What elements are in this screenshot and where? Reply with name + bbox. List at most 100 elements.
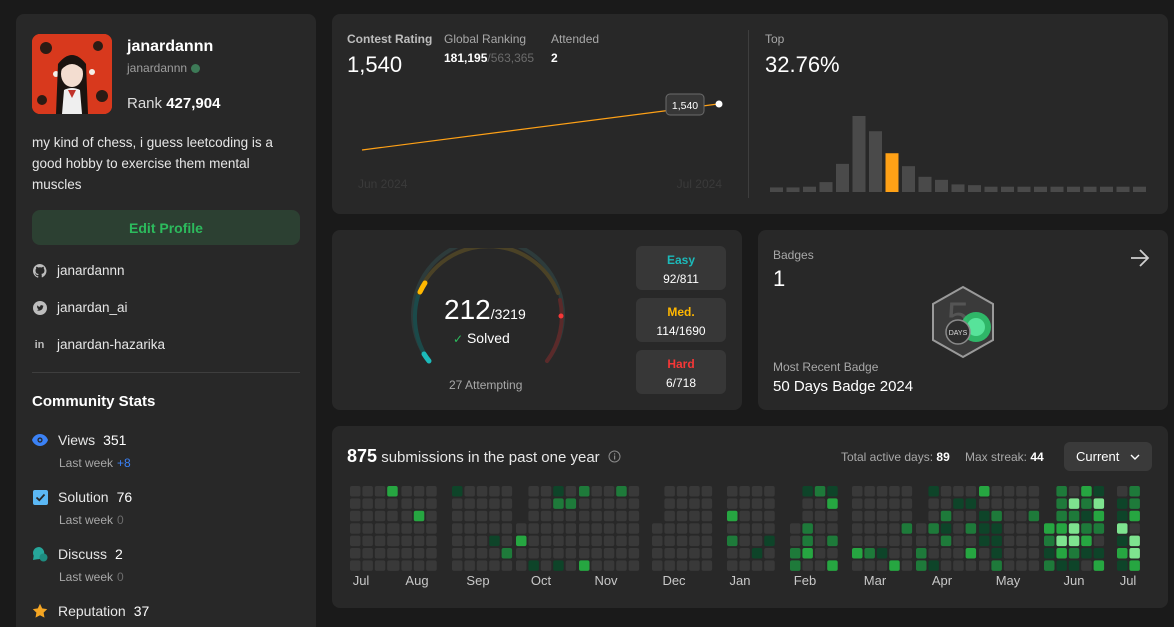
heatmap-cell[interactable]: [901, 498, 913, 509]
heatmap-cell[interactable]: [591, 523, 602, 534]
heatmap-cell[interactable]: [1068, 486, 1080, 497]
heatmap-cell[interactable]: [350, 560, 361, 571]
heatmap-cell[interactable]: [374, 535, 386, 547]
heatmap-cell[interactable]: [814, 498, 826, 509]
heatmap-cell[interactable]: [676, 486, 688, 497]
heatmap-cell[interactable]: [1081, 498, 1092, 509]
heatmap-cell[interactable]: [489, 548, 500, 559]
heatmap-cell[interactable]: [501, 510, 513, 522]
heatmap-cell[interactable]: [579, 560, 590, 571]
heatmap-cell[interactable]: [1028, 486, 1040, 497]
difficulty-medium[interactable]: Med. 114/1690: [636, 298, 726, 342]
heatmap-cell[interactable]: [616, 498, 627, 509]
heatmap-cell[interactable]: [553, 535, 564, 547]
heatmap-cell[interactable]: [876, 510, 888, 522]
heatmap-cell[interactable]: [701, 548, 713, 559]
heatmap-cell[interactable]: [940, 560, 952, 571]
heatmap-cell[interactable]: [1044, 548, 1055, 559]
heatmap-cell[interactable]: [928, 486, 939, 497]
heatmap-cell[interactable]: [374, 486, 386, 497]
histogram-bar[interactable]: [1034, 186, 1047, 192]
heatmap-cell[interactable]: [889, 498, 900, 509]
heatmap-cell[interactable]: [864, 510, 875, 522]
heatmap-cell[interactable]: [764, 523, 775, 534]
heatmap-cell[interactable]: [1129, 560, 1140, 571]
heatmap-cell[interactable]: [401, 535, 412, 547]
heatmap-cell[interactable]: [664, 535, 675, 547]
heatmap-cell[interactable]: [579, 535, 590, 547]
heatmap-cell[interactable]: [664, 548, 675, 559]
heatmap-cell[interactable]: [1117, 498, 1128, 509]
heatmap-cell[interactable]: [540, 535, 552, 547]
heatmap-cell[interactable]: [916, 535, 927, 547]
heatmap-cell[interactable]: [876, 486, 888, 497]
heatmap-cell[interactable]: [501, 548, 513, 559]
heatmap-cell[interactable]: [991, 535, 1002, 547]
heatmap-cell[interactable]: [889, 510, 900, 522]
rating-point[interactable]: [715, 100, 723, 108]
heatmap-cell[interactable]: [591, 498, 602, 509]
heatmap-cell[interactable]: [1081, 486, 1092, 497]
heatmap-cell[interactable]: [727, 486, 738, 497]
heatmap-cell[interactable]: [413, 560, 425, 571]
heatmap-cell[interactable]: [876, 560, 888, 571]
heatmap-cell[interactable]: [889, 486, 900, 497]
heatmap-cell[interactable]: [827, 523, 838, 534]
heatmap-cell[interactable]: [864, 486, 875, 497]
histogram-bar[interactable]: [918, 176, 932, 192]
heatmap-cell[interactable]: [979, 498, 990, 509]
heatmap-cell[interactable]: [889, 535, 900, 547]
heatmap-cell[interactable]: [979, 548, 990, 559]
heatmap-cell[interactable]: [991, 523, 1002, 534]
heatmap-cell[interactable]: [739, 486, 750, 497]
heatmap-cell[interactable]: [852, 523, 863, 534]
heatmap-cell[interactable]: [979, 510, 990, 522]
histogram-bar[interactable]: [968, 185, 981, 192]
heatmap-cell[interactable]: [751, 548, 763, 559]
heatmap-cell[interactable]: [389, 523, 400, 534]
heatmap-cell[interactable]: [814, 510, 826, 522]
heatmap-cell[interactable]: [1081, 535, 1092, 547]
heatmap-cell[interactable]: [979, 560, 990, 571]
heatmap-cell[interactable]: [1003, 510, 1015, 522]
heatmap-cell[interactable]: [1129, 535, 1140, 547]
heatmap-cell[interactable]: [940, 523, 952, 534]
heatmap-cell[interactable]: [991, 560, 1002, 571]
heatmap-cell[interactable]: [389, 560, 400, 571]
heatmap-cell[interactable]: [1056, 560, 1067, 571]
heatmap-cell[interactable]: [1003, 548, 1015, 559]
heatmap-cell[interactable]: [827, 548, 838, 559]
heatmap-cell[interactable]: [1081, 523, 1092, 534]
heatmap-cell[interactable]: [413, 523, 425, 534]
heatmap-cell[interactable]: [664, 486, 675, 497]
heatmap-cell[interactable]: [528, 560, 539, 571]
heatmap-cell[interactable]: [689, 548, 700, 559]
heatmap-cell[interactable]: [727, 523, 738, 534]
heatmap-cell[interactable]: [464, 498, 475, 509]
heatmap-cell[interactable]: [727, 548, 738, 559]
histogram-bar[interactable]: [935, 179, 948, 192]
heatmap-cell[interactable]: [540, 548, 552, 559]
heatmap-cell[interactable]: [1117, 535, 1128, 547]
heatmap-cell[interactable]: [501, 560, 513, 571]
heatmap-cell[interactable]: [802, 548, 813, 559]
heatmap-cell[interactable]: [953, 560, 964, 571]
heatmap-cell[interactable]: [476, 548, 488, 559]
heatmap-cell[interactable]: [827, 498, 838, 509]
heatmap-cell[interactable]: [1028, 498, 1040, 509]
heatmap-cell[interactable]: [814, 523, 826, 534]
heatmap-cell[interactable]: [979, 486, 990, 497]
heatmap-cell[interactable]: [1028, 548, 1040, 559]
heatmap-cell[interactable]: [727, 510, 738, 522]
heatmap-cell[interactable]: [464, 560, 475, 571]
heatmap-cell[interactable]: [1068, 510, 1080, 522]
heatmap-cell[interactable]: [901, 560, 913, 571]
heatmap-cell[interactable]: [1093, 486, 1105, 497]
heatmap-cell[interactable]: [827, 486, 838, 497]
heatmap-cell[interactable]: [1117, 510, 1128, 522]
heatmap-cell[interactable]: [802, 523, 813, 534]
heatmap-cell[interactable]: [953, 498, 964, 509]
heatmap-cell[interactable]: [827, 560, 838, 571]
heatmap-cell[interactable]: [401, 560, 412, 571]
heatmap-cell[interactable]: [579, 510, 590, 522]
